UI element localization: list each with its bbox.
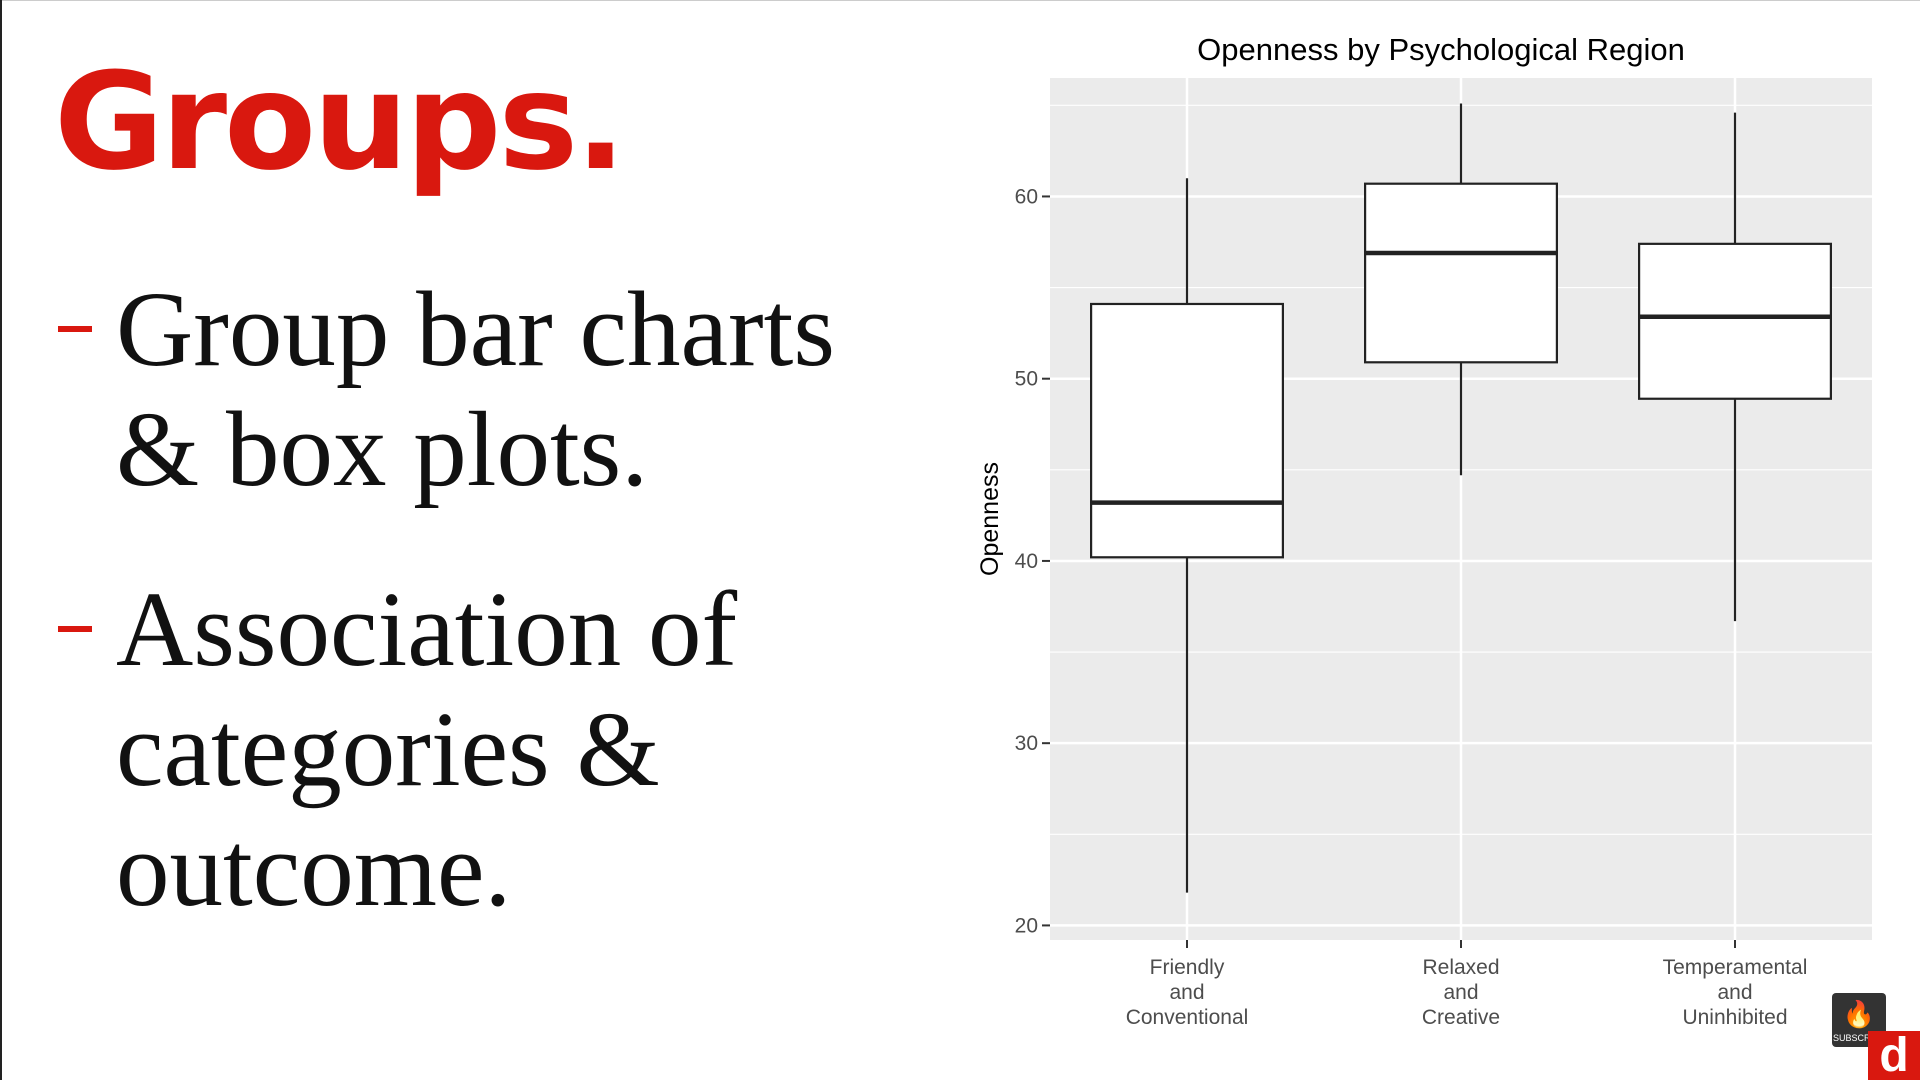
bullet-line: & box plots. [116, 391, 649, 509]
x-tick-label-line: Creative [1422, 1006, 1500, 1029]
x-tick-label-line: and [1169, 981, 1204, 1004]
x-tick-label: Temperamental and Uninhibited [1663, 956, 1808, 1029]
bullet-dash [58, 326, 92, 332]
bullet-line: outcome. [116, 811, 512, 929]
frame-top-line [0, 0, 1920, 1]
bullet-line: Association of [116, 571, 738, 689]
x-tick-label-line: Friendly [1150, 956, 1225, 979]
iqr-box [1364, 182, 1559, 364]
iqr-box [1090, 302, 1285, 559]
x-tick-label-line: and [1443, 981, 1478, 1004]
flame-icon: 🔥 [1842, 999, 1876, 1029]
chart-title: Openness by Psychological Region [1197, 32, 1685, 67]
bullet-line: Group bar charts [116, 271, 836, 389]
y-axis-label: Openness [976, 462, 1004, 576]
x-tick-label-line: Uninhibited [1682, 1006, 1787, 1029]
bullet-text: Association of categories & outcome. [116, 570, 737, 930]
box-group [1637, 112, 1832, 622]
box-plot-chart: 20 30 40 50 60 Friendly and Conventional Relaxed… [960, 20, 1890, 1040]
y-tick-label: 20 [1015, 914, 1038, 937]
frame-left-border [0, 0, 2, 1080]
x-tick-label-line: Temperamental [1663, 956, 1808, 979]
x-tick-label: Friendly and Conventional [1126, 956, 1249, 1029]
bullet-line: categories & [116, 691, 660, 809]
iqr-box [1637, 242, 1832, 400]
x-tick-label-line: and [1717, 981, 1752, 1004]
subscribe-label: SUBSCRIBE [1832, 1033, 1885, 1043]
x-tick-label-line: Relaxed [1422, 956, 1499, 979]
y-tick-label: 30 [1015, 732, 1038, 755]
brand-logo: d [1868, 1031, 1920, 1080]
x-tick-label: Relaxed and Creative [1422, 956, 1500, 1029]
box-group [1364, 103, 1559, 476]
box-group [1090, 178, 1285, 893]
y-tick-label: 40 [1015, 550, 1038, 573]
y-tick-label: 50 [1015, 368, 1038, 391]
y-tick-label: 60 [1015, 185, 1038, 208]
bullet-dash [58, 626, 92, 632]
x-tick-label-line: Conventional [1126, 1006, 1249, 1029]
bullet-text: Group bar charts & box plots. [116, 270, 835, 510]
slide-title: Groups. [54, 44, 626, 200]
